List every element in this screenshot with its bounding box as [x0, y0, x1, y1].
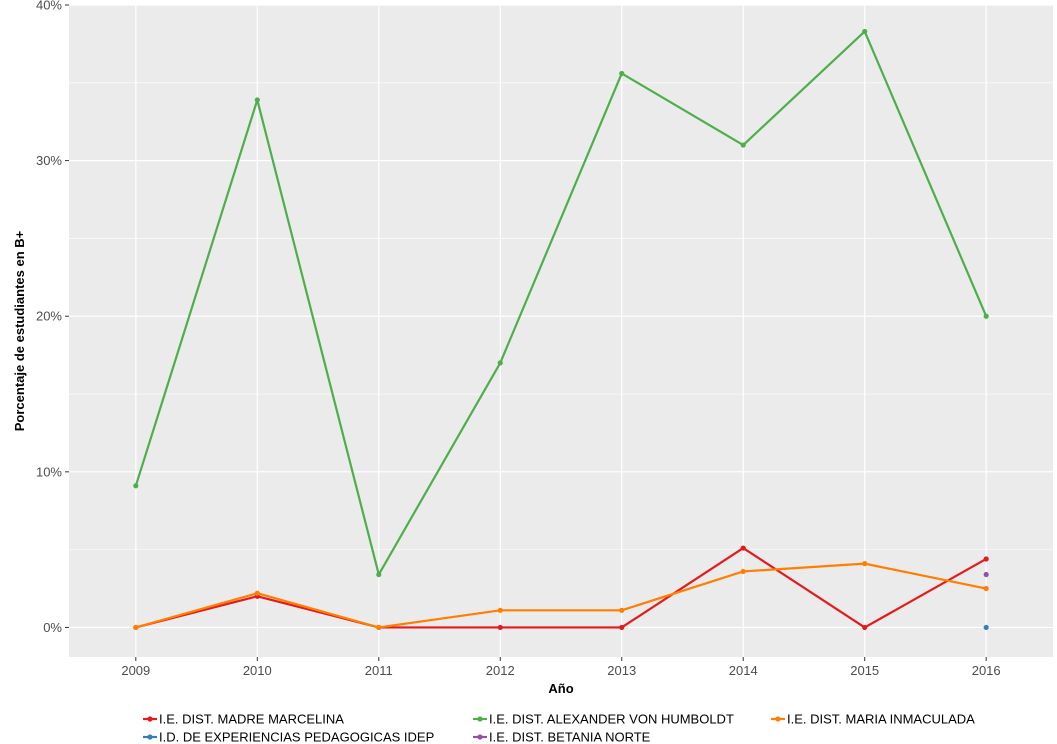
- y-axis: 0% 10% 20% 30% 40%: [36, 0, 69, 635]
- data-point: [983, 313, 989, 319]
- series-line: [134, 30, 988, 576]
- x-tick-label: 2012: [486, 663, 515, 678]
- legend-label: I.E. DIST. ALEXANDER VON HUMBOLDT: [489, 712, 734, 727]
- y-tick-label: 30%: [36, 153, 62, 168]
- data-point: [376, 624, 382, 631]
- legend-label: I.E. DIST. BETANIA NORTE: [489, 730, 651, 744]
- data-point: [740, 568, 746, 575]
- legend-label: I.E. DIST. MARIA INMACULADA: [787, 712, 975, 727]
- data-point: [254, 590, 260, 596]
- data-point: [983, 571, 989, 578]
- y-axis-title: Porcentaje de estudiantes en B+: [12, 230, 27, 431]
- data-point: [497, 607, 503, 613]
- data-point: [619, 624, 625, 631]
- legend-item: I.E. DIST. ALEXANDER VON HUMBOLDT: [473, 712, 734, 727]
- series: [133, 28, 989, 578]
- y-tick-label: 40%: [36, 0, 62, 13]
- legend-key-point: [775, 716, 781, 722]
- data-point: [862, 624, 868, 631]
- y-tick-label: 20%: [36, 309, 62, 324]
- legend-key-point: [147, 716, 153, 722]
- legend-item: I.E. DIST. BETANIA NORTE: [473, 730, 651, 744]
- data-point: [497, 624, 503, 631]
- series-line: [135, 546, 987, 629]
- legend-label: I.D. DE EXPERIENCIAS PEDAGOGICAS IDEP: [159, 730, 434, 744]
- data-point: [862, 561, 868, 567]
- data-point: [497, 360, 503, 366]
- plot-panel: [69, 5, 1053, 657]
- legend-key-point: [147, 734, 153, 740]
- series: [133, 561, 989, 631]
- legend-item: I.E. DIST. MARIA INMACULADA: [771, 712, 975, 727]
- x-tick-label: 2011: [365, 663, 393, 678]
- legend-item: I.E. DIST. MADRE MARCELINA: [143, 712, 344, 727]
- grid-minor: [69, 82, 1053, 550]
- data-point: [983, 556, 989, 562]
- series: [983, 624, 989, 631]
- series-line: [135, 562, 987, 629]
- data-point: [740, 142, 746, 148]
- data-point: [983, 624, 989, 631]
- data-point: [133, 624, 139, 631]
- legend-key-point: [477, 716, 483, 722]
- series-layer: [133, 28, 989, 631]
- x-tick-label: 2010: [243, 663, 272, 678]
- x-axis-title: Año: [548, 681, 573, 696]
- x-tick-label: 2014: [729, 663, 758, 678]
- x-tick-label: 2009: [121, 663, 150, 678]
- data-point: [133, 483, 139, 489]
- legend-label: I.E. DIST. MADRE MARCELINA: [159, 712, 344, 727]
- data-point: [619, 70, 625, 77]
- legend: I.E. DIST. MADRE MARCELINA I.E. DIST. ALE…: [143, 712, 975, 744]
- legend-key-point: [477, 734, 483, 740]
- data-point: [619, 607, 625, 613]
- data-point: [740, 545, 746, 551]
- data-point: [376, 571, 382, 578]
- x-tick-label: 2013: [607, 663, 636, 678]
- y-tick-label: 0%: [43, 620, 62, 635]
- data-point: [862, 28, 868, 35]
- x-axis: 2009 2010 2011 2012 2013 2014 2015 2016: [121, 657, 1001, 678]
- y-tick-label: 10%: [36, 464, 62, 479]
- data-point: [254, 97, 260, 103]
- series: [983, 571, 989, 578]
- x-tick-label: 2015: [850, 663, 879, 678]
- data-point: [983, 585, 989, 592]
- legend-item: I.D. DE EXPERIENCIAS PEDAGOGICAS IDEP: [143, 730, 434, 744]
- x-tick-label: 2016: [972, 663, 1001, 678]
